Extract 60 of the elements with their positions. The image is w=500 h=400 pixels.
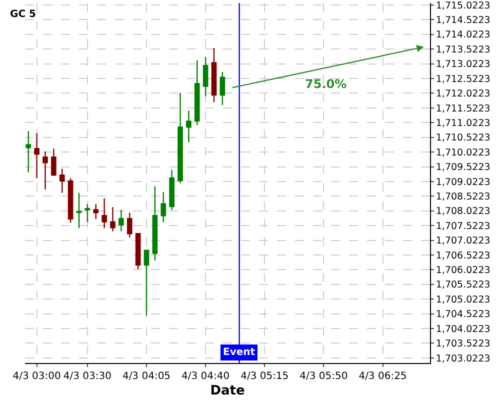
y-tick-label: 1,706.0223 (436, 265, 490, 276)
x-tick-label: 4/3 06:25 (358, 371, 407, 382)
candlestick (42, 150, 48, 190)
candlestick (68, 178, 74, 224)
candlestick (93, 204, 99, 220)
y-tick-label: 1,703.5223 (436, 338, 490, 350)
candlestick (186, 110, 192, 144)
x-tick-label: 4/3 03:30 (63, 371, 112, 382)
candlestick (84, 204, 90, 223)
y-tick-label: 1,707.5223 (436, 220, 490, 232)
y-tick-label: 1,711.5223 (436, 103, 490, 114)
candlestick (118, 209, 124, 232)
candlestick (152, 186, 158, 261)
y-tick-label: 1,713.0223 (436, 59, 490, 70)
x-tick-label: 4/3 05:50 (300, 371, 348, 382)
candlestick (144, 250, 150, 316)
candlestick (202, 56, 208, 97)
y-tick-label: 1,710.5223 (436, 132, 490, 144)
y-tick-label: 1,709.0223 (436, 176, 490, 188)
x-tick-label: 4/3 05:15 (240, 371, 289, 382)
y-tick-label: 1,713.5223 (436, 44, 490, 56)
candlestick (194, 60, 200, 126)
x-tick-label: 4/3 03:00 (12, 371, 61, 382)
candlestick (126, 212, 132, 238)
y-tick-label: 1,703.0223 (436, 353, 490, 364)
y-tick-label: 1,714.0223 (436, 30, 490, 41)
candlestick (76, 192, 82, 229)
ref-line-label: Event (223, 347, 256, 358)
y-tick-label: 1,707.0223 (436, 236, 490, 247)
candlestick (51, 148, 56, 177)
candlestick (59, 168, 65, 194)
y-tick-label: 1,704.0223 (436, 324, 490, 335)
y-tick-label: 1,706.5223 (436, 250, 490, 262)
y-tick-label: 1,712.0223 (436, 88, 490, 100)
x-tick-label: 4/3 04:05 (122, 371, 171, 382)
x-tick-label: 4/3 04:40 (182, 371, 230, 382)
candlestick (34, 132, 40, 179)
annotation: 75.0% (305, 77, 347, 91)
y-tick-label: 1,710.0223 (436, 147, 490, 158)
candlestick (160, 192, 166, 223)
candlestick (169, 169, 174, 211)
y-tick-label: 1,709.5223 (436, 162, 490, 174)
y-tick-label: 1,712.5223 (436, 74, 490, 85)
x-axis-title: Date (210, 384, 245, 399)
candlestick (26, 130, 32, 174)
y-tick-label: 1,705.0223 (436, 294, 490, 306)
y-tick-label: 1,714.5223 (436, 15, 490, 26)
candlestick (102, 198, 107, 229)
candlestick (135, 232, 141, 270)
y-tick-label: 1,708.5223 (436, 191, 490, 202)
y-tick-label: 1,711.0223 (436, 118, 490, 129)
y-tick-label: 1,704.5223 (436, 309, 490, 320)
y-tick-label: 1,715.0223 (436, 0, 490, 12)
candlestick (220, 71, 226, 106)
candlestick (110, 206, 116, 232)
text: GC 5 (10, 9, 36, 20)
y-tick-label: 1,708.0223 (436, 206, 490, 218)
candlestick (178, 92, 183, 184)
y-tick-label: 1,705.5223 (436, 280, 490, 291)
candlestick (211, 47, 217, 103)
